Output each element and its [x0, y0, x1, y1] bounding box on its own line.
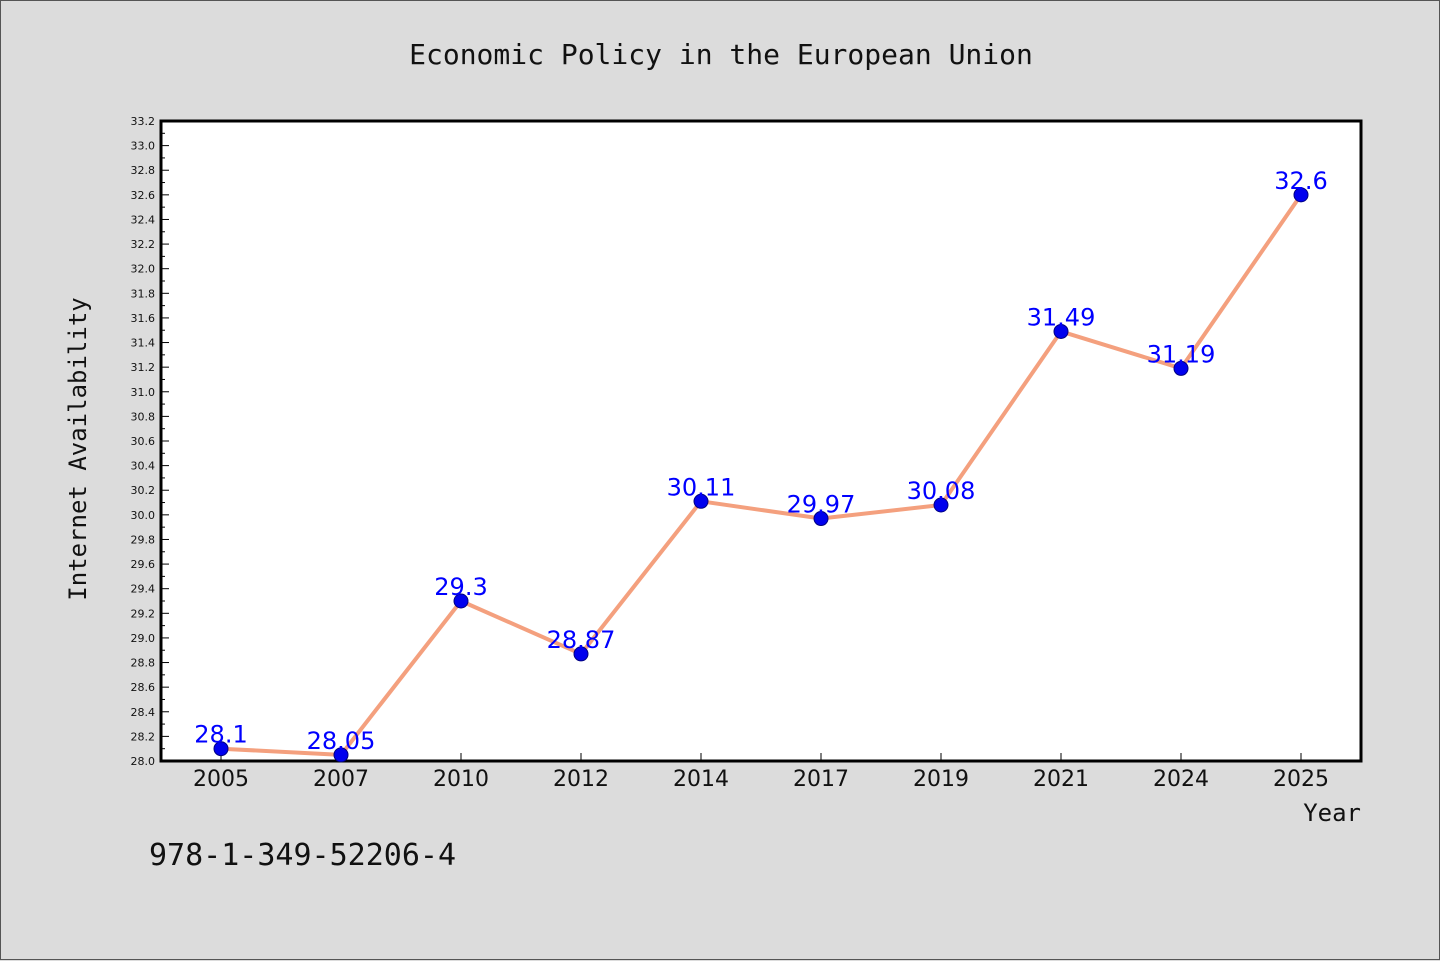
- y-tick-label: 30.4: [131, 460, 156, 473]
- y-tick-label: 28.8: [131, 657, 156, 670]
- y-tick-label: 29.6: [131, 558, 156, 571]
- data-point: [693, 493, 709, 509]
- y-tick-label: 29.0: [131, 632, 156, 645]
- y-tick-label: 32.4: [131, 213, 156, 226]
- data-point: [933, 497, 949, 513]
- y-tick-label: 30.6: [131, 435, 156, 448]
- x-axis-label: Year: [1303, 799, 1361, 827]
- x-tick-label: 2017: [793, 767, 849, 792]
- data-point: [813, 511, 829, 527]
- data-point: [453, 593, 469, 609]
- x-tick-label: 2005: [193, 767, 249, 792]
- data-label: 29.3: [434, 573, 487, 601]
- y-tick-label: 31.8: [131, 287, 156, 300]
- y-tick-label: 29.4: [131, 583, 156, 596]
- data-point: [573, 646, 589, 662]
- plot-area: [159, 119, 1363, 763]
- x-tick-label: 2021: [1033, 767, 1089, 792]
- y-tick-label: 31.6: [131, 312, 156, 325]
- y-tick-label: 32.8: [131, 164, 156, 177]
- y-tick-label: 31.4: [131, 337, 156, 350]
- y-tick-label: 32.2: [131, 238, 156, 251]
- y-tick-label: 30.2: [131, 484, 156, 497]
- data-point: [1293, 187, 1309, 203]
- y-tick-label: 29.8: [131, 533, 156, 546]
- series-line: [220, 193, 1303, 757]
- data-label: 31.49: [1027, 303, 1096, 331]
- data-point: [213, 741, 229, 757]
- x-tick-label: 2007: [313, 767, 369, 792]
- x-tick-label: 2012: [553, 767, 609, 792]
- x-tick-label: 2024: [1153, 767, 1209, 792]
- x-axis: 2005 2007 2010 2012 2014 2017 2019 2021 2024 2025: [193, 753, 1329, 792]
- data-label: 28.1: [194, 721, 247, 749]
- y-axis: 28.0 28.2 28.4 28.6 28.8 29.0 29.2 29.4 29.6 29.8…: [131, 115, 169, 768]
- data-point: [333, 747, 349, 763]
- data-label: 29.97: [787, 491, 856, 519]
- y-tick-label: 33.2: [131, 115, 156, 128]
- y-tick-label: 28.4: [131, 706, 156, 719]
- y-tick-label: 29.2: [131, 607, 156, 620]
- footer-isbn: 978-1-349-52206-4: [149, 838, 456, 873]
- series-group: 28.1 28.05 29.3 28.87 30.11 29.97 30.08 31.49 31…: [194, 167, 1328, 763]
- data-label: 31.19: [1147, 340, 1216, 368]
- data-label: 32.6: [1274, 167, 1327, 195]
- data-label: 28.05: [307, 727, 376, 755]
- x-tick-label: 2025: [1273, 767, 1329, 792]
- y-tick-label: 30.8: [131, 410, 156, 423]
- y-tick-label: 32.6: [131, 189, 156, 202]
- y-tick-label: 28.6: [131, 681, 156, 694]
- data-label: 30.08: [907, 477, 976, 505]
- data-point: [1053, 323, 1069, 339]
- y-tick-label: 28.2: [131, 730, 156, 743]
- data-point: [1173, 360, 1189, 376]
- x-tick-label: 2019: [913, 767, 969, 792]
- chart-title: Economic Policy in the European Union: [409, 38, 1033, 71]
- data-label: 30.11: [667, 473, 736, 501]
- y-tick-label: 28.0: [131, 755, 156, 768]
- x-tick-label: 2014: [673, 767, 729, 792]
- x-tick-label: 2010: [433, 767, 489, 792]
- y-tick-label: 33.0: [131, 140, 156, 153]
- y-tick-label: 31.0: [131, 386, 156, 399]
- y-tick-label: 32.0: [131, 263, 156, 276]
- data-label: 28.87: [547, 626, 616, 654]
- y-axis-label: Internet Availability: [64, 297, 92, 600]
- y-tick-label: 30.0: [131, 509, 156, 522]
- y-tick-label: 31.2: [131, 361, 156, 374]
